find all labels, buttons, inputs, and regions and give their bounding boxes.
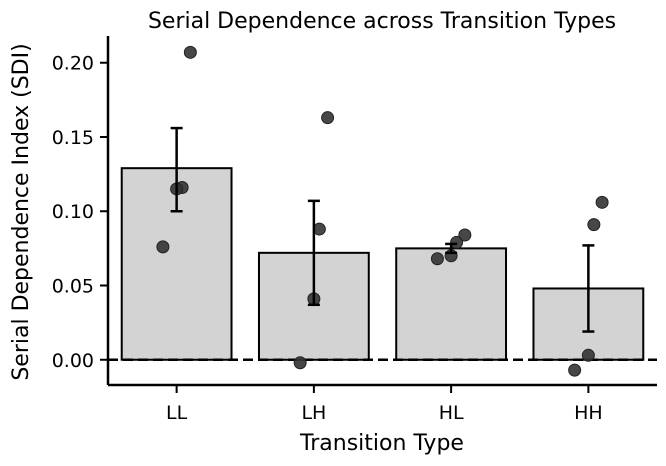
data-point-LH [312,222,326,236]
y-axis-label: Serial Dependence Index (SDI) [9,43,34,380]
data-point-HH [587,218,601,232]
data-point-HL [458,228,472,242]
y-tick-label: 0.15 [52,127,94,149]
plot-area [108,45,657,377]
data-point-LH [321,111,335,125]
data-point-LL [156,240,170,254]
bar-HL [395,247,508,361]
y-tick-label: 0.20 [52,53,94,75]
x-tick-label: LH [301,402,326,424]
x-axis: LL LH HL HH [108,383,657,424]
data-point-LL [183,45,197,59]
x-tick-label: HH [574,402,603,424]
data-point-HH [581,348,595,362]
y-axis: 0.00 0.05 0.10 0.15 0.20 [52,36,110,385]
data-point-HH [568,363,582,377]
x-axis-label: Transition Type [299,431,464,456]
y-tick-label: 0.05 [52,275,94,297]
x-tick-label: HL [439,402,464,424]
y-tick-label: 0.00 [52,350,94,372]
y-tick-label: 0.10 [52,201,94,223]
data-point-HL [450,235,464,249]
data-point-LH [293,356,307,370]
chart-title: Serial Dependence across Transition Type… [148,9,616,34]
data-point-HH [595,195,609,209]
x-tick-label: LL [166,402,188,424]
data-point-HL [430,252,444,266]
